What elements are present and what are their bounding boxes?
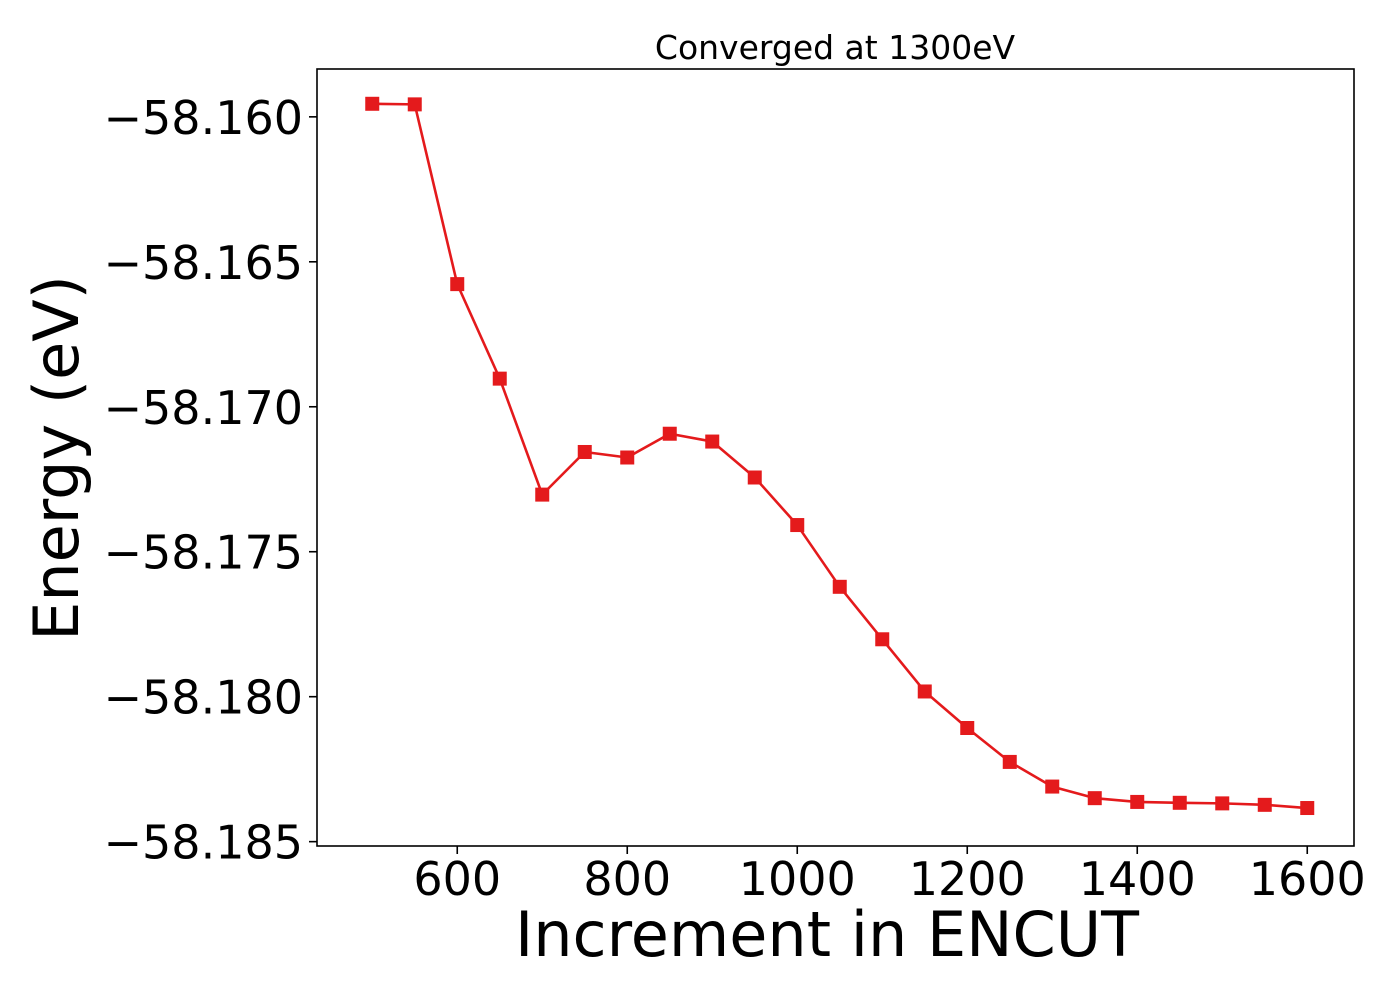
x-tick-label: 800 bbox=[583, 852, 671, 906]
x-tick-label: 1400 bbox=[1079, 852, 1196, 906]
x-axis-label: Increment in ENCUT bbox=[515, 898, 1140, 971]
data-point-marker bbox=[917, 684, 932, 699]
plot-frame bbox=[316, 68, 1355, 847]
data-point-marker bbox=[1045, 779, 1060, 794]
data-point-marker bbox=[1130, 794, 1145, 809]
data-point-marker bbox=[790, 518, 805, 533]
y-tick-label: −58.160 bbox=[104, 91, 304, 145]
x-axis-ticks: 600 800 1000 1200 1400 1600 bbox=[413, 846, 1366, 906]
y-tick-label: −58.175 bbox=[104, 526, 304, 580]
data-point-marker bbox=[492, 371, 507, 386]
data-point-marker bbox=[577, 444, 592, 459]
x-tick-label: 600 bbox=[413, 852, 501, 906]
y-tick-label: −58.180 bbox=[104, 671, 304, 725]
y-axis-label: Energy (eV) bbox=[20, 275, 93, 641]
data-point-marker bbox=[960, 721, 975, 735]
y-axis-ticks: −58.160 −58.165 −58.170 −58.175 −58.180 −58.1… bbox=[104, 91, 317, 870]
data-point-marker bbox=[1300, 801, 1315, 816]
data-point-marker bbox=[705, 434, 720, 449]
data-point-marker bbox=[875, 632, 890, 647]
data-point-marker bbox=[1257, 797, 1272, 812]
y-tick-label: −58.185 bbox=[104, 816, 304, 870]
y-tick-label: −58.170 bbox=[104, 381, 304, 435]
y-tick-label: −58.165 bbox=[104, 236, 304, 290]
data-point-marker bbox=[450, 277, 465, 292]
data-point-marker bbox=[747, 470, 762, 485]
data-point-marker bbox=[1002, 754, 1017, 769]
data-point-marker bbox=[1172, 795, 1187, 810]
data-point-marker bbox=[662, 426, 677, 441]
data-point-marker bbox=[620, 450, 635, 465]
data-point-marker bbox=[535, 487, 550, 502]
x-tick-label: 1600 bbox=[1249, 852, 1366, 906]
data-point-marker bbox=[1215, 796, 1230, 811]
data-point-marker bbox=[832, 579, 847, 594]
chart-title: Converged at 1300eV bbox=[655, 28, 1016, 67]
x-tick-label: 1200 bbox=[909, 852, 1026, 906]
data-point-marker bbox=[407, 97, 422, 112]
series-layer bbox=[365, 96, 1315, 816]
series-line bbox=[372, 102, 1308, 810]
data-point-marker bbox=[365, 96, 380, 111]
data-point-marker bbox=[1087, 791, 1102, 806]
x-tick-label: 1000 bbox=[739, 852, 856, 906]
